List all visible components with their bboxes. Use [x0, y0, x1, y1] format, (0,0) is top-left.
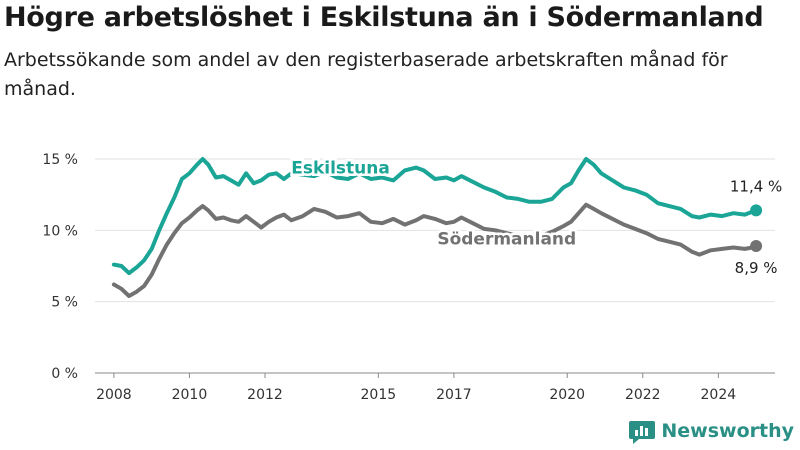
y-tick-label: 15 %	[42, 152, 78, 168]
series-name-label: Södermanland	[437, 230, 576, 250]
brand-name: Newsworthy	[661, 420, 794, 442]
series-end-point	[750, 204, 763, 217]
series-line-sdermanland	[111, 202, 759, 298]
newsworthy-logo-icon	[629, 421, 656, 444]
x-tick-label: 2020	[549, 387, 585, 403]
x-tick-label: 2012	[247, 387, 283, 403]
series-end-point	[750, 240, 763, 253]
y-tick-label: 0 %	[51, 366, 78, 382]
chart-title: Högre arbetslöshet i Eskilstuna än i Söd…	[4, 2, 764, 33]
series-line-eskilstuna	[111, 157, 759, 276]
y-tick-label: 10 %	[42, 223, 78, 239]
brand-logo: Newsworthy	[629, 418, 794, 444]
x-tick-label: 2010	[172, 387, 208, 403]
x-tick-label: 2015	[361, 387, 397, 403]
series-name-label: Eskilstuna	[291, 158, 390, 178]
x-tick-label: 2022	[625, 387, 661, 403]
x-tick-label: 2017	[436, 387, 472, 403]
x-tick-label: 2008	[96, 387, 132, 403]
x-tick-label: 2024	[701, 387, 737, 403]
chart-subtitle: Arbetssökande som andel av den registerb…	[4, 49, 728, 100]
series-end-label: 11,4 %	[730, 177, 782, 195]
y-tick-label: 5 %	[51, 295, 78, 311]
series-end-label: 8,9 %	[735, 259, 778, 277]
